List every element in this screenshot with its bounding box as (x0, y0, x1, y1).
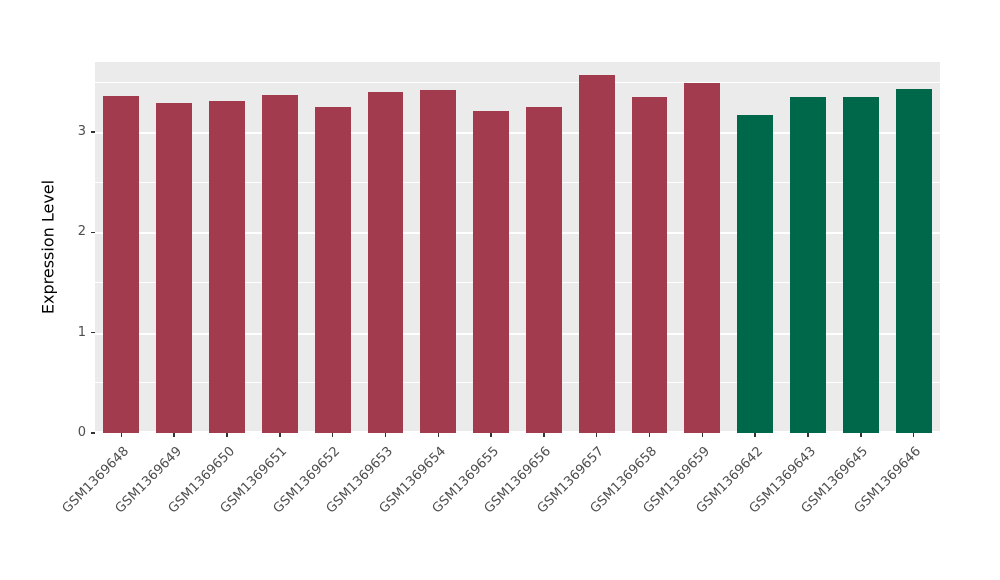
x-tick-mark (226, 433, 228, 437)
y-tick-label: 2 (77, 224, 86, 240)
bar (631, 97, 668, 433)
x-tick-mark (331, 433, 334, 437)
x-tick-mark (912, 433, 915, 437)
bar (103, 96, 140, 433)
bar (684, 83, 721, 433)
bar (473, 111, 510, 433)
gridline-minor (95, 382, 940, 384)
gridline-minor (95, 181, 940, 183)
x-tick-mark (279, 433, 281, 437)
y-axis-title: Expression Level (38, 179, 58, 315)
gridline-major (95, 332, 940, 335)
gridline-major (95, 232, 940, 235)
x-tick-mark (754, 433, 756, 437)
y-tick-mark (91, 331, 95, 334)
x-tick-mark (543, 433, 545, 437)
plot-panel (95, 62, 940, 433)
x-tick-mark (701, 433, 704, 437)
bar (367, 92, 404, 433)
y-tick-label: 3 (77, 124, 86, 140)
x-tick-mark (173, 433, 175, 437)
x-tick-mark (437, 433, 440, 437)
bar (261, 95, 298, 433)
y-tick-label: 1 (77, 324, 86, 340)
gridline-major (95, 431, 940, 433)
x-tick-mark (860, 433, 862, 437)
bar (420, 90, 457, 433)
gridline-minor (95, 282, 940, 284)
y-tick-mark (91, 432, 95, 434)
x-tick-mark (384, 433, 387, 437)
bar (842, 97, 879, 433)
x-tick-mark (595, 433, 598, 437)
y-tick-mark (91, 231, 95, 234)
x-tick-mark (648, 433, 651, 437)
bar (737, 115, 774, 433)
x-tick-mark (120, 433, 123, 437)
bar (314, 107, 351, 433)
bar (525, 107, 562, 433)
gridline-major (95, 132, 940, 135)
x-tick-mark (490, 433, 492, 437)
bar (895, 89, 932, 433)
gridline-minor (95, 81, 940, 83)
bar (790, 97, 826, 433)
bar (156, 103, 193, 433)
bar (578, 75, 615, 433)
bar (209, 101, 245, 433)
y-tick-label: 0 (77, 425, 86, 440)
y-tick-mark (91, 131, 95, 133)
x-axis-labels: GSM1369648 GSM1369649 GSM1369650 GSM1369651… (60, 444, 940, 574)
x-tick-mark (807, 433, 809, 437)
